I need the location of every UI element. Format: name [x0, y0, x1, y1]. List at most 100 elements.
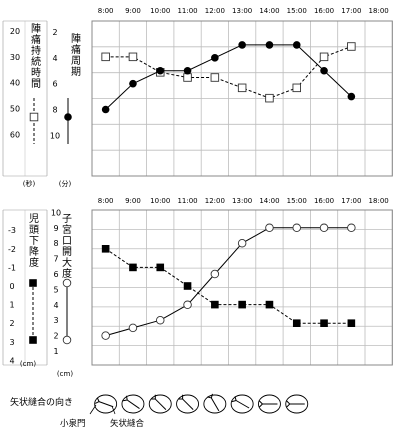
small-fontanelle-label: 小泉門 — [60, 418, 86, 429]
dilation-point — [292, 223, 302, 233]
svg-text:降: 降 — [29, 245, 39, 258]
time-tick-label: 15:00 — [287, 197, 307, 205]
svg-text:時: 時 — [31, 67, 41, 79]
dilation-point — [183, 300, 192, 310]
descent-tick-label: -2 — [8, 245, 16, 254]
suture-mark — [95, 397, 114, 408]
plot-frame — [91, 20, 393, 177]
dilation-tick-label: 2 — [53, 332, 58, 341]
plot-frame — [91, 209, 393, 366]
svg-text:陣: 陣 — [71, 32, 81, 45]
period-unit: (分) — [59, 179, 72, 188]
fontanelle-fork — [259, 400, 263, 405]
period-point — [292, 41, 301, 49]
duration-point — [347, 42, 356, 51]
period-tick-label: 6 — [52, 80, 57, 89]
fontanelle-fork — [178, 398, 183, 400]
dilation-tick-label: 10 — [51, 208, 61, 217]
time-tick-label: 17:00 — [341, 7, 361, 15]
descent-unit: (cm) — [20, 360, 36, 368]
labor-progress-chart: 8:00 9:00 10:00 11:00 12:00 13:00 14:00 15:00 16… — [2, 197, 393, 378]
period-point — [156, 66, 165, 75]
descent-point — [292, 319, 301, 327]
time-tick-label: 12:00 — [205, 7, 225, 15]
descent-point — [347, 319, 356, 327]
svg-text:子: 子 — [62, 213, 72, 225]
dilation-legend-marker — [62, 278, 72, 288]
suture-mark — [151, 394, 167, 411]
dilation-point — [210, 269, 220, 279]
duration-point — [265, 93, 274, 103]
suture-mark — [207, 393, 220, 412]
suture-mark — [231, 396, 250, 409]
suture-line — [154, 398, 167, 411]
svg-text:頭: 頭 — [29, 224, 39, 236]
suture-line — [182, 398, 194, 411]
suture-glyph — [148, 394, 172, 414]
svg-text:持: 持 — [31, 44, 41, 57]
fontanelle-fork — [125, 395, 128, 401]
dilation-tick-label: 4 — [53, 301, 58, 310]
svg-text:児: 児 — [29, 213, 39, 225]
fontanelle-fork — [231, 400, 237, 403]
suture-row-label: 矢状縫合の向き — [10, 396, 73, 408]
period-legend-marker — [64, 113, 72, 121]
descent-point — [265, 300, 274, 309]
period-tick-label: 2 — [52, 28, 57, 37]
time-tick-label: 14:00 — [259, 197, 279, 205]
dilation-point — [155, 315, 165, 325]
descent-point — [238, 300, 246, 309]
dilation-line — [105, 227, 352, 337]
suture-glyph — [230, 394, 254, 414]
time-tick-label: 11:00 — [177, 197, 197, 205]
descent-point — [211, 300, 219, 309]
time-tick-label: 18:00 — [369, 7, 389, 15]
fontanelle-fork — [210, 393, 213, 399]
time-tick-label: 16:00 — [314, 7, 334, 15]
dilation-point — [319, 223, 329, 233]
suture-line — [210, 397, 220, 412]
time-tick-label: 10:00 — [150, 197, 170, 205]
descent-tick-label: -3 — [8, 226, 16, 235]
svg-text:期: 期 — [71, 66, 81, 78]
descent-tick-label: 2 — [9, 319, 14, 328]
dilation-point — [128, 323, 138, 333]
time-tick-label: 11:00 — [177, 7, 197, 15]
dilation-tick-label: 9 — [53, 224, 58, 233]
suture-glyph — [203, 393, 227, 414]
fontanelle-fork — [234, 396, 237, 401]
fontanelle-fork — [96, 397, 100, 402]
dilation-point — [347, 223, 356, 233]
suture-glyph — [176, 394, 200, 414]
descent-line — [105, 248, 352, 324]
fontanelle-fork — [151, 398, 156, 400]
period-line — [105, 44, 352, 110]
time-tick-label: 12:00 — [205, 197, 225, 205]
duration-tick-label: 40 — [10, 79, 20, 88]
dilation-point — [265, 223, 274, 233]
descent-legend-marker — [29, 279, 37, 287]
dilation-tick-label: 6 — [53, 270, 58, 279]
svg-text:痛: 痛 — [71, 43, 81, 56]
svg-text:間: 間 — [31, 78, 41, 90]
sagittal-suture-label: 矢状縫合 — [110, 418, 145, 429]
period-point — [101, 105, 110, 114]
suture-line — [126, 399, 140, 409]
suture-line — [235, 400, 250, 409]
contraction-chart: 8:00 9:00 10:00 11:00 12:00 13:00 14:00 15:00 16… — [2, 7, 393, 188]
time-tick-label: 8:00 — [98, 197, 114, 205]
suture-mark — [122, 395, 140, 409]
time-tick-label: 16:00 — [314, 197, 334, 205]
time-tick-label: 10:00 — [150, 7, 170, 15]
time-tick-label: 13:00 — [232, 7, 252, 15]
period-tick-label: 4 — [52, 54, 57, 63]
svg-text:下: 下 — [29, 236, 39, 247]
dilation-legend-marker — [62, 335, 72, 345]
period-point — [347, 92, 356, 101]
fontanelle-fork — [207, 396, 212, 399]
descent-point — [129, 263, 137, 272]
